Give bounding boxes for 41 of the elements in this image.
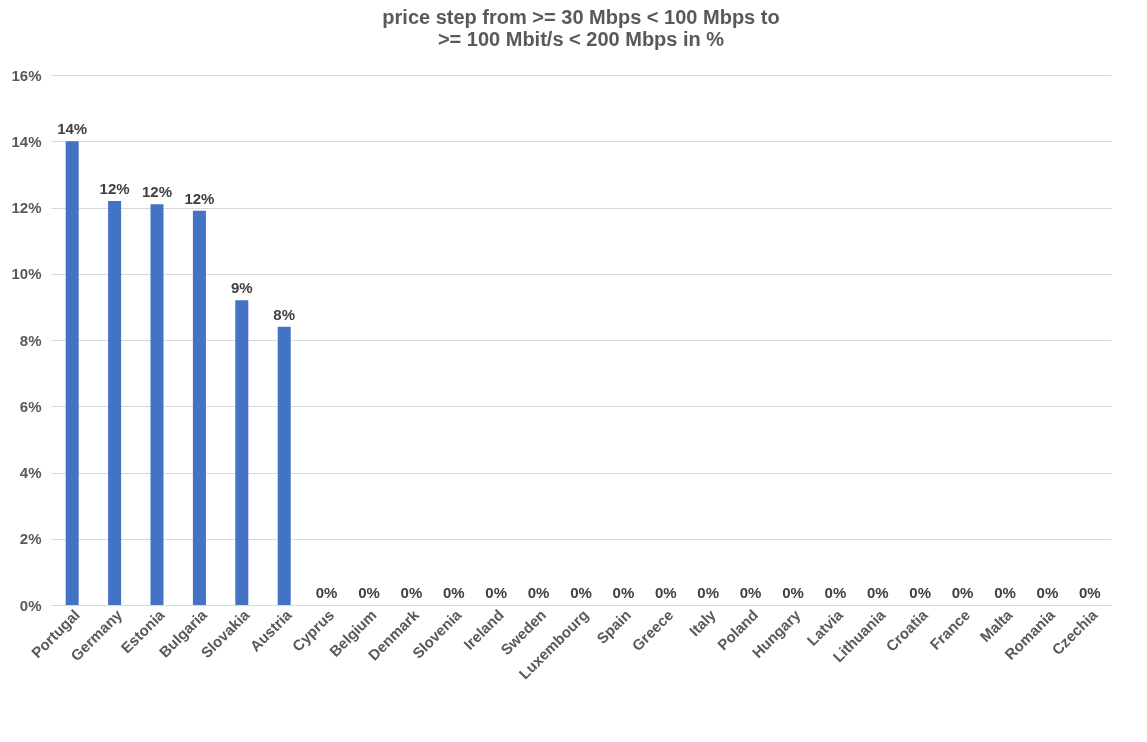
data-label: 0% [697,584,720,601]
bar [65,141,79,605]
data-label: 0% [951,584,974,601]
y-tick-label: 14% [11,132,42,150]
data-label: 0% [570,584,592,601]
data-label: 0% [1036,584,1059,601]
data-label: 0% [1078,584,1101,601]
y-tick-label: 4% [19,464,42,481]
bar [108,200,122,605]
data-label: 0% [442,584,465,601]
bar [150,204,164,605]
bar [192,210,206,605]
chart-title: price step from >= 30 Mbps < 100 Mbps to >= 100 Mbit/s < 200 Mbps in % [382,6,780,50]
data-label: 0% [358,584,380,601]
data-label: 0% [824,584,847,601]
data-label: 0% [739,584,762,601]
bar [277,326,291,605]
y-tick-label: 8% [19,331,42,349]
data-label: 12% [99,179,130,197]
bar [235,300,249,605]
data-label: 0% [485,584,508,601]
y-tick-label: 12% [11,199,42,216]
y-tick-label: 0% [19,596,42,614]
data-label: 12% [184,189,215,207]
data-label: 0% [400,584,423,601]
y-tick-label: 6% [19,397,42,415]
data-label: 12% [141,183,173,201]
y-tick-label: 2% [19,530,42,548]
data-label: 9% [230,279,253,297]
data-label: 8% [273,305,296,323]
y-tick-label: 10% [11,265,42,283]
data-label: 0% [315,584,338,601]
y-tick-label: 16% [11,66,42,84]
data-label: 14% [57,120,88,138]
data-label: 0% [782,584,804,601]
data-label: 0% [612,584,635,601]
data-label: 0% [527,584,550,601]
data-label: 0% [994,584,1016,601]
data-label: 0% [654,584,677,601]
data-label: 0% [909,584,932,601]
data-label: 0% [866,584,889,601]
